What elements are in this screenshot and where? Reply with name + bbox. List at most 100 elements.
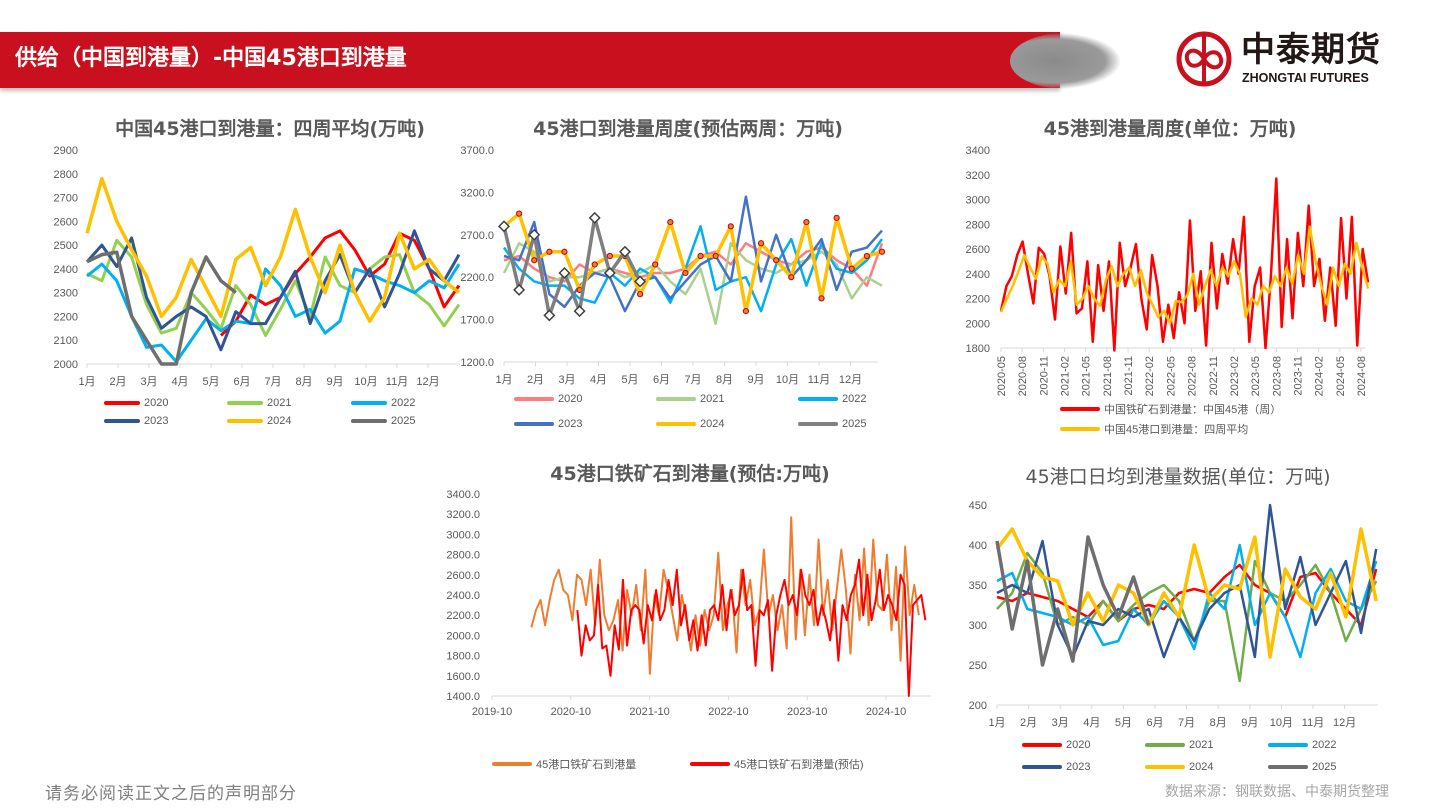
x-tick-label: 1月: [78, 376, 95, 388]
y-tick-label: 250: [969, 660, 987, 672]
y-tick-label: 2800: [966, 219, 990, 231]
series-line-2025: [995, 535, 1151, 667]
data-point-marker: [803, 218, 810, 226]
x-tick-label: 7月: [264, 376, 281, 388]
legend-label: 2021: [267, 397, 292, 409]
legend-item: 2022: [1268, 739, 1336, 751]
data-point-marker: [606, 252, 613, 260]
y-tick-label: 1600.0: [446, 671, 480, 683]
x-tick-label: 3月: [1052, 717, 1069, 729]
y-tick-label: 3700.0: [460, 145, 494, 157]
y-tick-label: 2000.0: [446, 630, 480, 642]
y-tick-label: 1800.0: [446, 651, 480, 663]
legend-label: 2021: [1189, 739, 1214, 751]
data-point-marker: [516, 210, 523, 217]
data-point-marker: [618, 245, 631, 258]
x-tick-label: 12月: [416, 376, 439, 388]
x-tick-label: 2021-08: [1102, 356, 1114, 396]
legend-item: 2023: [1022, 761, 1090, 773]
legend-label: 2023: [558, 418, 583, 430]
legend-item: 2025: [1268, 761, 1336, 773]
x-tick-label: 2020-11: [1038, 356, 1050, 396]
data-point-marker: [863, 252, 870, 260]
y-tick-label: 450: [969, 500, 987, 512]
page-title: 供给（中国到港量）-中国45港口到港量: [15, 46, 407, 71]
x-tick-label: 4月: [1083, 717, 1100, 729]
data-point-marker: [833, 214, 840, 221]
series-line-2024: [85, 176, 461, 323]
series-line-2022: [502, 225, 884, 313]
y-tick-label: 2400.0: [446, 590, 480, 602]
x-tick-label: 2023-10: [787, 706, 827, 718]
x-tick-label: 5月: [1115, 717, 1132, 729]
data-point-marker: [773, 257, 780, 264]
x-tick-label: 2023-08: [1271, 356, 1283, 396]
data-point-marker: [576, 286, 583, 294]
legend-swatch: [656, 422, 696, 426]
legend-item: 2022: [351, 397, 415, 409]
x-tick-label: 8月: [716, 374, 733, 386]
x-tick-label: 8月: [295, 376, 312, 388]
x-tick-label: 2022-08: [1187, 356, 1199, 396]
x-tick-label: 2021-10: [629, 706, 669, 718]
legend-label: 2020: [144, 397, 169, 409]
data-point-marker: [788, 274, 795, 281]
data-point-marker: [573, 305, 586, 318]
series-line-2023: [85, 229, 461, 352]
x-tick-label: 2022-10: [708, 706, 748, 718]
legend-swatch: [1145, 743, 1185, 747]
x-tick-label: 7月: [1178, 717, 1195, 729]
x-tick-label: 2022-05: [1165, 356, 1177, 396]
series-line-2024: [995, 527, 1378, 659]
y-tick-label: 2400: [966, 269, 990, 281]
y-tick-label: 3400: [966, 145, 990, 157]
legend-item: 2021: [227, 397, 291, 409]
header-bar: [0, 32, 1060, 88]
x-tick-label: 2021-05: [1081, 356, 1093, 396]
data-point-marker: [712, 252, 719, 260]
legend-label: 中国45港口到港量：四周平均: [1104, 424, 1249, 436]
legend-label: 45港口铁矿石到港量: [536, 759, 637, 771]
legend-swatch: [104, 401, 140, 405]
data-point-marker: [561, 248, 568, 255]
y-tick-label: 2200.0: [446, 610, 480, 622]
legend-label: 中国铁矿石到港量：中国45港（周）: [1104, 404, 1282, 416]
data-point-marker: [513, 283, 526, 296]
data-point-marker: [500, 223, 508, 230]
series-line-45: [576, 558, 927, 697]
x-tick-label: 2021-11: [1123, 356, 1135, 396]
series-line-2025: [502, 216, 642, 318]
series-line-45: [999, 225, 1370, 325]
y-tick-label: 3400.0: [446, 489, 480, 501]
data-point-marker: [848, 265, 855, 272]
y-tick-label: 2900: [54, 145, 78, 157]
legend-item: 2020: [1022, 739, 1090, 751]
legend-item: 2025: [798, 418, 866, 430]
x-tick-label: 10月: [1270, 717, 1293, 729]
legend-item: 2020: [104, 397, 168, 409]
company-logo: 中泰期货 ZHONGTAI FUTURES: [1175, 31, 1400, 88]
chart2-title: 45港口到港量周度(预估两周：万吨): [533, 118, 843, 140]
legend-item: 2021: [656, 393, 724, 405]
y-tick-label: 2400: [54, 264, 78, 276]
y-tick-label: 2200: [54, 311, 78, 323]
x-tick-label: 7月: [684, 374, 701, 386]
x-tick-label: 12月: [1333, 717, 1356, 729]
x-tick-label: 2020-08: [1017, 356, 1029, 396]
data-point-marker: [558, 266, 571, 279]
legend-item: 2023: [104, 415, 168, 427]
legend-label: 2024: [267, 415, 292, 427]
legend-label: 2022: [1312, 739, 1337, 751]
y-tick-label: 3000: [966, 195, 990, 207]
legend-swatch: [227, 401, 263, 405]
x-tick-label: 5月: [202, 376, 219, 388]
data-point-marker: [652, 261, 659, 268]
legend-label: 2023: [1066, 761, 1091, 773]
y-tick-label: 2600.0: [446, 570, 480, 582]
x-tick-label: 2024-10: [866, 706, 906, 718]
data-point-marker: [667, 218, 674, 226]
legend-swatch: [514, 422, 554, 426]
legend-label: 2022: [391, 397, 416, 409]
data-point-marker: [588, 211, 601, 224]
series-line-45: [999, 177, 1370, 352]
